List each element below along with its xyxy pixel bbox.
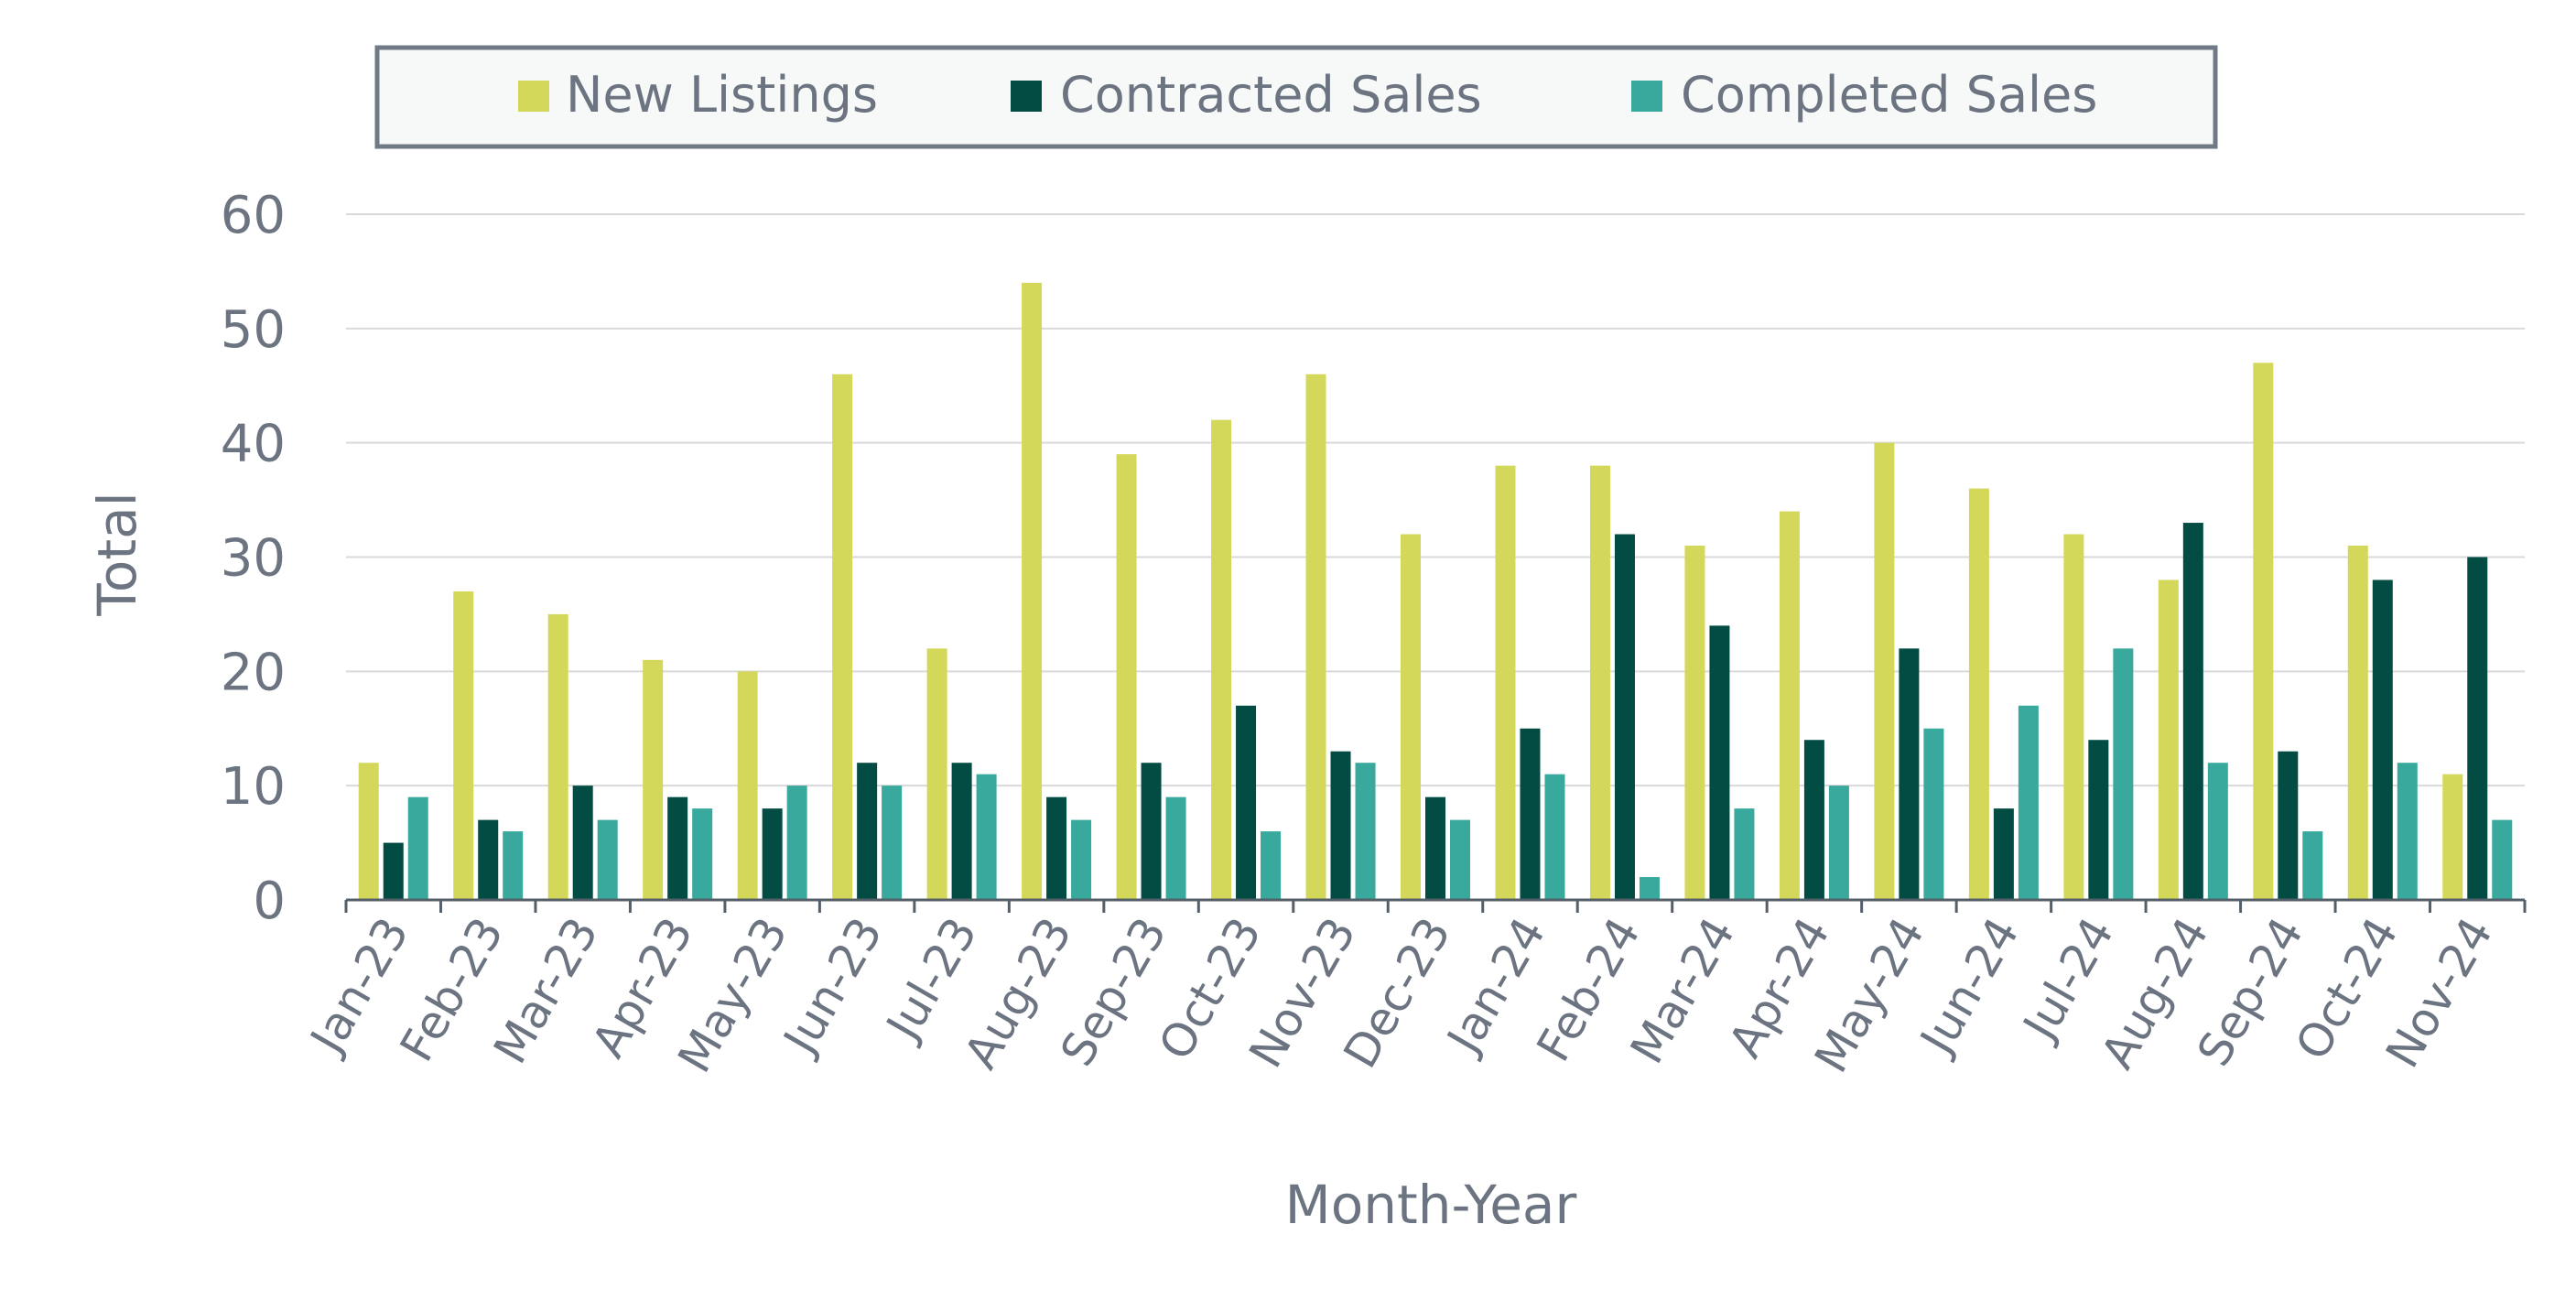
bar <box>1734 808 1755 900</box>
bar <box>1355 763 1376 900</box>
bar <box>692 808 713 900</box>
bar <box>1899 648 1920 900</box>
bar <box>358 763 379 900</box>
y-tick-label: 0 <box>253 872 286 931</box>
bar <box>597 819 618 900</box>
bar <box>2088 740 2109 900</box>
bar <box>2207 763 2228 900</box>
bar <box>1828 785 1849 900</box>
bar <box>857 763 878 900</box>
legend-swatch <box>1011 81 1042 112</box>
bar <box>882 785 903 900</box>
bar <box>1450 819 1470 900</box>
bar <box>1495 465 1516 900</box>
legend-box <box>374 45 2218 149</box>
legend-label: Contracted Sales <box>1060 66 1482 124</box>
y-tick-label: 10 <box>221 757 286 817</box>
bar <box>2278 751 2299 900</box>
bar <box>2397 763 2418 900</box>
bar <box>1874 442 1895 900</box>
bar <box>786 785 807 900</box>
bar <box>926 648 947 900</box>
bar <box>1589 465 1610 900</box>
bars <box>358 282 2513 900</box>
bar <box>1046 796 1067 900</box>
bar <box>737 671 758 900</box>
bar <box>1211 419 1232 900</box>
legend: New Listings Contracted Sales Completed Sa… <box>374 45 2218 149</box>
y-axis-title: Total <box>86 492 148 616</box>
bar <box>1544 774 1565 900</box>
bar <box>951 763 972 900</box>
bar <box>407 796 428 900</box>
bar <box>1330 751 1351 900</box>
bar <box>1614 534 1635 900</box>
bar <box>1779 511 1800 900</box>
bar <box>1236 705 1257 900</box>
bar <box>2302 831 2323 900</box>
bar <box>1709 625 1730 900</box>
y-tick-label: 40 <box>221 415 286 474</box>
bar <box>1684 546 1705 900</box>
bar <box>762 808 783 900</box>
bar <box>547 613 568 900</box>
y-tick-label: 50 <box>221 300 286 360</box>
bar <box>1261 831 1282 900</box>
bar <box>1141 763 1162 900</box>
y-tick-label: 30 <box>221 529 286 589</box>
bar <box>1022 282 1043 900</box>
bar <box>383 842 404 900</box>
bar <box>2182 523 2203 900</box>
bar <box>667 796 688 900</box>
bar <box>1305 374 1326 900</box>
legend-swatch <box>518 81 549 112</box>
bar <box>2158 580 2179 900</box>
x-axis-title: Month-Year <box>1285 1174 1577 1236</box>
bar <box>2372 580 2393 900</box>
bar <box>1116 454 1137 900</box>
bar <box>2253 363 2274 900</box>
bar <box>2018 705 2039 900</box>
bar <box>832 374 853 900</box>
bar <box>2063 534 2084 900</box>
y-tick-label: 60 <box>221 186 286 245</box>
axes <box>344 898 2527 913</box>
bar <box>1520 728 1541 900</box>
bar <box>503 831 524 900</box>
bar <box>1071 819 1092 900</box>
bar <box>1425 796 1445 900</box>
bar <box>2113 648 2134 900</box>
bar <box>2347 546 2368 900</box>
bar <box>1639 877 1660 900</box>
bar <box>2467 557 2488 900</box>
bar <box>1401 534 1421 900</box>
bar <box>976 774 997 900</box>
bar <box>1165 796 1186 900</box>
bar <box>478 819 499 900</box>
legend-swatch <box>1631 81 1662 112</box>
bar <box>572 785 593 900</box>
legend-label: Completed Sales <box>1681 66 2097 124</box>
bar <box>2492 819 2513 900</box>
bar <box>453 590 474 900</box>
bar <box>1993 808 2014 900</box>
bar <box>1803 740 1824 900</box>
bar <box>643 659 664 900</box>
legend-label: New Listings <box>566 66 878 124</box>
bar <box>1968 488 1989 900</box>
y-tick-label: 20 <box>221 643 286 702</box>
bar <box>2442 774 2463 900</box>
bar <box>1923 728 1944 900</box>
